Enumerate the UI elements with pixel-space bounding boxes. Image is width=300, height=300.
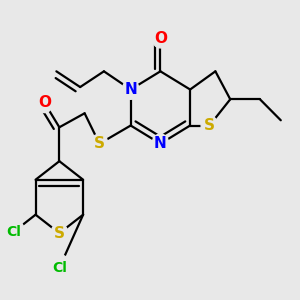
Circle shape: [122, 80, 139, 99]
Text: Cl: Cl: [6, 225, 21, 239]
Circle shape: [51, 224, 68, 243]
Text: N: N: [154, 136, 167, 151]
Circle shape: [36, 93, 53, 112]
Circle shape: [201, 116, 218, 135]
Circle shape: [48, 255, 70, 281]
Circle shape: [2, 219, 25, 245]
Circle shape: [152, 134, 169, 154]
Text: Cl: Cl: [52, 261, 67, 275]
Circle shape: [91, 134, 108, 154]
Text: N: N: [124, 82, 137, 97]
Text: S: S: [94, 136, 105, 151]
Text: S: S: [204, 118, 215, 133]
Text: O: O: [38, 95, 51, 110]
Text: S: S: [54, 226, 65, 241]
Text: O: O: [154, 31, 167, 46]
Circle shape: [152, 28, 169, 48]
